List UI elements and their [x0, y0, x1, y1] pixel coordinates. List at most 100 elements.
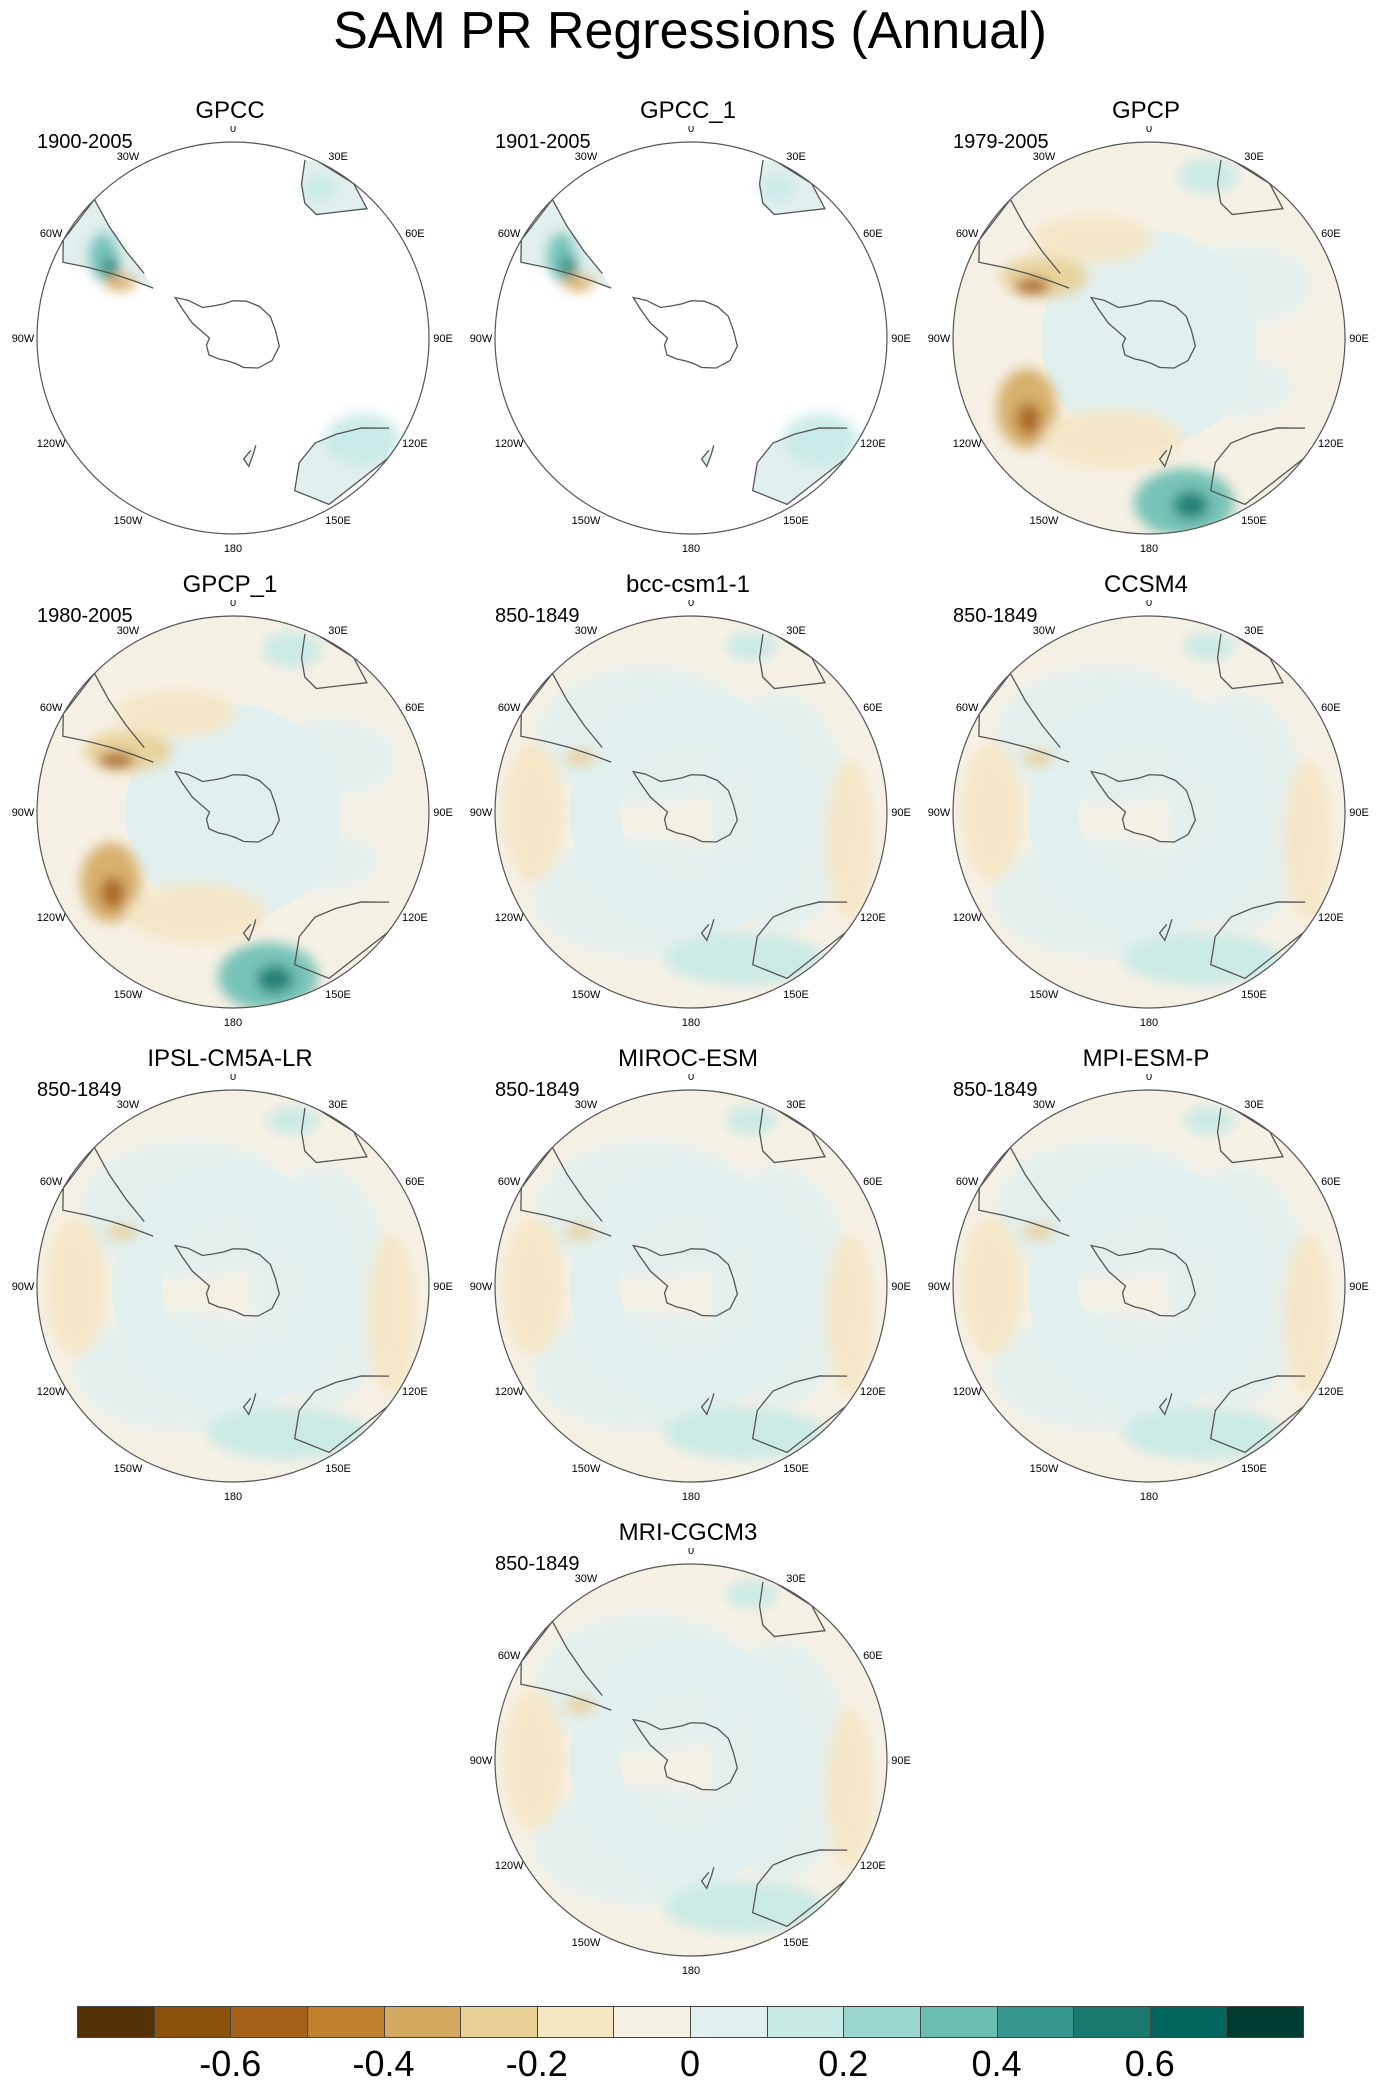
longitude-label: 150W: [114, 515, 143, 527]
longitude-label: 120W: [495, 1386, 524, 1398]
longitude-label: 60E: [863, 1650, 883, 1662]
longitude-label: 150E: [325, 515, 351, 527]
longitude-label: 60E: [1321, 228, 1341, 240]
longitude-label: 120E: [402, 438, 428, 450]
longitude-label: 30E: [786, 1573, 806, 1585]
longitude-label: 150W: [1030, 515, 1059, 527]
longitude-label: 120E: [1318, 1386, 1344, 1398]
map-border: [952, 141, 1346, 535]
colorbar-tick-label: -0.4: [352, 2043, 415, 2084]
longitude-label: 60E: [863, 1176, 883, 1188]
longitude-label: 120W: [495, 1860, 524, 1872]
figure-title: SAM PR Regressions (Annual): [333, 2, 1047, 60]
longitude-label: 90W: [470, 333, 493, 345]
longitude-label: 0: [688, 600, 694, 609]
longitude-label: 60W: [40, 228, 63, 240]
panel-title: MIROC-ESM: [618, 1045, 758, 1072]
longitude-label: 60E: [863, 702, 883, 714]
precip-field: [953, 1090, 1345, 1482]
longitude-label: 60E: [863, 228, 883, 240]
longitude-label: 30W: [1033, 1099, 1056, 1111]
colorbar-tick-label: 0.6: [1124, 2043, 1175, 2084]
colorbar-swatch: [1226, 2006, 1304, 2038]
map-panel: IPSL-CM5A-LR 850-1849 0 30E 60E 90E 120E 150E 18…: [0, 1044, 460, 1518]
longitude-label: 180: [682, 543, 700, 555]
map-panel: GPCP 1979-2005 0 30E 60E 90E 120E 150E 180 150W 12…: [916, 96, 1376, 570]
longitude-label: 150E: [783, 989, 809, 1001]
longitude-label: 60W: [498, 1176, 521, 1188]
longitude-label: 120W: [953, 1386, 982, 1398]
longitude-label: 150W: [572, 989, 601, 1001]
panel-period: 850-1849: [953, 1079, 1038, 1101]
longitude-label: 0: [1146, 1074, 1152, 1083]
colorbar-swatch: [919, 2006, 998, 2038]
longitude-label: 90E: [1349, 807, 1369, 819]
polar-map: 0 30E 60E 90E 120E 150E 180 150W 120W 90W 60W 30W: [470, 600, 911, 1029]
longitude-label: 0: [230, 126, 236, 135]
longitude-label: 30E: [328, 625, 348, 637]
colorbar-swatch: [1149, 2006, 1228, 2038]
longitude-label: 150W: [114, 989, 143, 1001]
longitude-label: 120E: [1318, 912, 1344, 924]
map-panel: GPCC 1900-2005 0 30E 60E 90E 120E 150E 180 150W 12…: [0, 96, 460, 570]
map-border: [494, 1563, 888, 1957]
polar-map: 0 30E 60E 90E 120E 150E 180 150W 120W 90W 60W 30W: [928, 126, 1369, 555]
panel-title: IPSL-CM5A-LR: [147, 1045, 313, 1072]
precip-field: [495, 142, 887, 534]
colorbar-swatch: [690, 2006, 768, 2038]
coastlines: [978, 633, 1306, 980]
polar-map: 0 30E 60E 90E 120E 150E 180 150W 120W 90W 60W 30W: [12, 1074, 453, 1503]
panel-period: 850-1849: [37, 1079, 122, 1101]
longitude-label: 0: [1146, 600, 1152, 609]
coastlines: [520, 159, 848, 506]
colorbar-tick-label: -0.2: [505, 2043, 568, 2084]
longitude-label: 150E: [1241, 515, 1267, 527]
coastlines: [520, 1581, 848, 1928]
panel-period: 850-1849: [495, 1553, 580, 1575]
map-border: [494, 615, 888, 1009]
longitude-label: 0: [230, 600, 236, 609]
map-panel: bcc-csm1-1 850-1849 0 30E 60E 90E 120E 150E 180 1…: [458, 570, 918, 1044]
longitude-label: 150W: [572, 1937, 601, 1949]
longitude-label: 150E: [1241, 989, 1267, 1001]
longitude-label: 90W: [470, 807, 493, 819]
panel-period: 1901-2005: [495, 131, 591, 153]
longitude-label: 90E: [891, 1755, 911, 1767]
colorbar-swatch: [230, 2006, 308, 2038]
longitude-label: 150W: [114, 1463, 143, 1475]
longitude-label: 60W: [40, 1176, 63, 1188]
longitude-label: 30W: [575, 625, 598, 637]
longitude-label: 120W: [37, 1386, 66, 1398]
longitude-label: 180: [682, 1017, 700, 1029]
longitude-label: 0: [688, 126, 694, 135]
colorbar-swatch: [77, 2006, 155, 2038]
panel-title: MRI-CGCM3: [618, 1519, 758, 1546]
longitude-label: 60W: [956, 702, 979, 714]
longitude-label: 30W: [117, 1099, 140, 1111]
panel-title: GPCC: [195, 97, 265, 124]
longitude-label: 30W: [575, 151, 598, 163]
longitude-label: 90E: [433, 807, 453, 819]
panel-title: CCSM4: [1103, 571, 1188, 598]
longitude-label: 30E: [328, 151, 348, 163]
polar-map: 0 30E 60E 90E 120E 150E 180 150W 120W 90W 60W 30W: [470, 1548, 911, 1977]
longitude-label: 30E: [786, 151, 806, 163]
longitude-label: 90E: [1349, 333, 1369, 345]
map-border: [494, 1089, 888, 1483]
longitude-label: 90W: [12, 807, 35, 819]
longitude-label: 180: [1140, 1017, 1158, 1029]
panel-period: 1900-2005: [37, 131, 133, 153]
longitude-label: 150E: [325, 1463, 351, 1475]
colorbar-swatch: [536, 2006, 615, 2038]
longitude-label: 120E: [860, 1386, 886, 1398]
longitude-label: 30E: [328, 1099, 348, 1111]
longitude-label: 30W: [1033, 151, 1056, 163]
map-panel: GPCP_1 1980-2005 0 30E 60E 90E 120E 150E 180 150W…: [0, 570, 460, 1044]
longitude-label: 150W: [572, 1463, 601, 1475]
polar-map: 0 30E 60E 90E 120E 150E 180 150W 120W 90W 60W 30W: [928, 1074, 1369, 1503]
panel-period: 850-1849: [495, 605, 580, 627]
longitude-label: 180: [1140, 1491, 1158, 1503]
longitude-label: 180: [224, 1491, 242, 1503]
longitude-label: 150E: [783, 1937, 809, 1949]
colorbar-swatch: [383, 2006, 462, 2038]
